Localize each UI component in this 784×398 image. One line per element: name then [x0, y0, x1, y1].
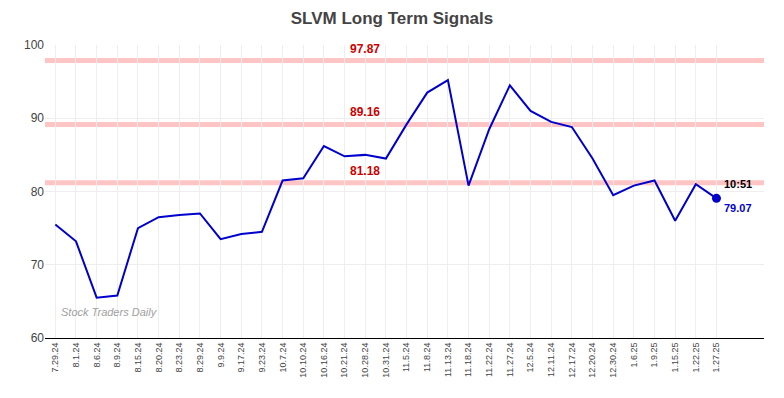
svg-text:100: 100: [24, 38, 44, 52]
svg-text:8.15.24: 8.15.24: [133, 343, 143, 373]
svg-text:10.10.24: 10.10.24: [298, 343, 308, 378]
svg-text:7.29.24: 7.29.24: [50, 343, 60, 373]
svg-text:8.23.24: 8.23.24: [174, 343, 184, 373]
svg-text:90: 90: [31, 111, 45, 125]
svg-text:9.17.24: 9.17.24: [236, 343, 246, 373]
svg-text:89.16: 89.16: [350, 105, 380, 119]
svg-text:9.23.24: 9.23.24: [257, 343, 267, 373]
svg-text:10.28.24: 10.28.24: [360, 343, 370, 378]
svg-text:12.5.24: 12.5.24: [525, 343, 535, 373]
svg-text:10.16.24: 10.16.24: [319, 343, 329, 378]
svg-text:11.18.24: 11.18.24: [463, 343, 473, 377]
svg-text:SLVM Long Term Signals: SLVM Long Term Signals: [291, 9, 493, 28]
svg-text:1.15.25: 1.15.25: [670, 343, 680, 373]
svg-text:10:51: 10:51: [724, 178, 752, 190]
svg-text:8.1.24: 8.1.24: [71, 343, 81, 368]
svg-text:11.5.24: 11.5.24: [401, 343, 411, 372]
svg-text:11.13.24: 11.13.24: [443, 343, 453, 377]
svg-text:11.27.24: 11.27.24: [505, 343, 515, 377]
svg-text:1.6.25: 1.6.25: [629, 343, 639, 368]
svg-text:8.20.24: 8.20.24: [154, 343, 164, 373]
svg-text:Stock Traders Daily: Stock Traders Daily: [61, 306, 158, 318]
svg-text:8.6.24: 8.6.24: [92, 343, 102, 368]
svg-text:97.87: 97.87: [350, 42, 380, 56]
svg-text:8.9.24: 8.9.24: [112, 343, 122, 368]
svg-text:10.7.24: 10.7.24: [278, 343, 288, 373]
svg-text:1.22.25: 1.22.25: [691, 343, 701, 373]
svg-text:12.11.24: 12.11.24: [546, 343, 556, 377]
svg-text:10.21.24: 10.21.24: [340, 343, 350, 378]
svg-text:9.9.24: 9.9.24: [216, 343, 226, 368]
svg-text:11.22.24: 11.22.24: [484, 343, 494, 377]
svg-text:60: 60: [31, 331, 45, 345]
svg-text:70: 70: [31, 258, 45, 272]
svg-text:79.07: 79.07: [724, 202, 752, 214]
svg-text:12.30.24: 12.30.24: [608, 343, 618, 378]
svg-text:81.18: 81.18: [350, 164, 380, 178]
svg-text:12.20.24: 12.20.24: [587, 343, 597, 378]
svg-text:8.29.24: 8.29.24: [195, 343, 205, 373]
svg-text:80: 80: [31, 185, 45, 199]
svg-text:11.8.24: 11.8.24: [422, 343, 432, 372]
svg-text:12.17.24: 12.17.24: [567, 343, 577, 378]
svg-text:1.9.25: 1.9.25: [649, 343, 659, 368]
svg-text:1.27.25: 1.27.25: [711, 343, 721, 373]
svg-text:10.31.24: 10.31.24: [381, 343, 391, 378]
